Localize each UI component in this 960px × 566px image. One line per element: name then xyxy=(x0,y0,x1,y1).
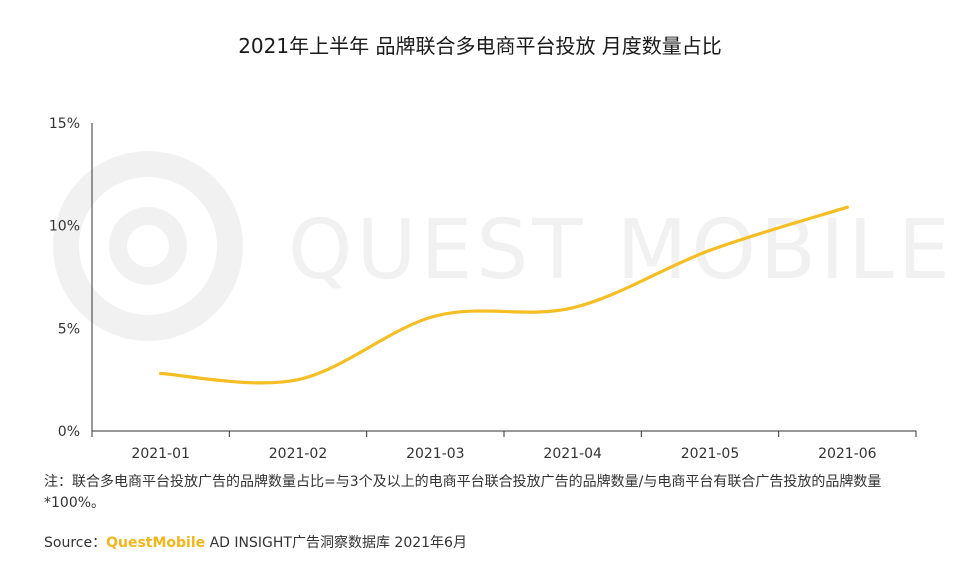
footnote: 注：联合多电商平台投放广告的品牌数量占比=与3个及以上的电商平台联合投放广告的品… xyxy=(44,474,882,511)
data-point xyxy=(845,205,849,209)
source-detail: AD INSIGHT广告洞察数据库 2021年6月 xyxy=(205,535,467,551)
data-point xyxy=(708,248,712,252)
source-prefix: Source： xyxy=(44,535,107,551)
x-tick-label: 2021-06 xyxy=(818,446,877,462)
series-line xyxy=(159,205,849,385)
y-axis-ticks: 0% 5% 10% 15% xyxy=(49,116,80,440)
source-brand: QuestMobile xyxy=(106,535,206,551)
y-tick-label: 0% xyxy=(58,424,80,440)
series-layer xyxy=(159,205,849,385)
x-axis-ticks: 2021-01 2021-02 2021-03 2021-04 2021-05 2021-… xyxy=(91,431,917,462)
source-line: Source：QuestMobile AD INSIGHT广告洞察数据库 202… xyxy=(44,532,467,552)
x-tick-label: 2021-02 xyxy=(269,446,328,462)
y-tick-label: 15% xyxy=(49,116,80,132)
x-tick-label: 2021-03 xyxy=(406,446,465,462)
x-tick-label: 2021-04 xyxy=(543,446,602,462)
watermark-logo-ring xyxy=(53,151,243,341)
y-tick-label: 5% xyxy=(58,321,80,337)
watermark-text: QUEST MOBILE xyxy=(288,203,954,298)
chart-title: 2021年上半年 品牌联合多电商平台投放 月度数量占比 xyxy=(238,34,722,58)
watermark-logo-core xyxy=(109,207,187,285)
data-point xyxy=(571,306,575,310)
data-point xyxy=(296,378,300,382)
watermark: QUEST MOBILE xyxy=(53,151,954,341)
data-point xyxy=(433,314,437,318)
x-tick-label: 2021-01 xyxy=(131,446,190,462)
x-tick-label: 2021-05 xyxy=(681,446,740,462)
line-chart: QUEST MOBILE 0%5%10%15% 2021-01 2021-02 20… xyxy=(49,116,954,462)
y-tick-label: 10% xyxy=(49,219,80,235)
data-point xyxy=(159,371,163,376)
